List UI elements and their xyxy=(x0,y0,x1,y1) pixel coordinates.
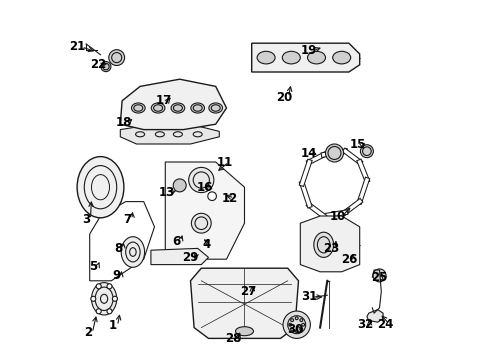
Ellipse shape xyxy=(151,103,164,113)
Polygon shape xyxy=(151,248,208,265)
Circle shape xyxy=(96,284,101,289)
Text: 17: 17 xyxy=(155,94,171,107)
Polygon shape xyxy=(165,162,244,259)
Text: 6: 6 xyxy=(172,235,180,248)
Circle shape xyxy=(290,328,293,331)
Polygon shape xyxy=(89,202,154,281)
Text: 24: 24 xyxy=(376,318,392,330)
Ellipse shape xyxy=(131,103,145,113)
Circle shape xyxy=(325,144,343,162)
Polygon shape xyxy=(120,79,226,130)
Circle shape xyxy=(96,309,101,314)
Text: 21: 21 xyxy=(69,40,85,53)
Polygon shape xyxy=(366,310,382,322)
Text: 5: 5 xyxy=(89,260,97,273)
Text: 4: 4 xyxy=(202,238,210,251)
Text: 32: 32 xyxy=(356,318,372,330)
Text: 22: 22 xyxy=(90,58,106,71)
Polygon shape xyxy=(300,216,359,272)
Text: 8: 8 xyxy=(114,242,122,255)
Ellipse shape xyxy=(235,327,253,336)
Text: 10: 10 xyxy=(329,210,346,222)
Text: 20: 20 xyxy=(275,91,292,104)
Ellipse shape xyxy=(190,103,204,113)
Text: 25: 25 xyxy=(370,271,387,284)
Circle shape xyxy=(108,50,124,66)
Text: 1: 1 xyxy=(109,319,117,332)
Text: 27: 27 xyxy=(240,285,256,298)
Polygon shape xyxy=(190,268,298,338)
Circle shape xyxy=(360,145,373,158)
Circle shape xyxy=(91,296,96,301)
Ellipse shape xyxy=(171,103,184,113)
Text: 12: 12 xyxy=(222,192,238,204)
Circle shape xyxy=(288,323,291,326)
Text: 23: 23 xyxy=(322,242,338,255)
Circle shape xyxy=(101,62,111,72)
Ellipse shape xyxy=(77,157,123,218)
Ellipse shape xyxy=(307,51,325,64)
Text: 9: 9 xyxy=(112,269,121,282)
Circle shape xyxy=(290,319,293,321)
Text: 13: 13 xyxy=(159,186,175,199)
Circle shape xyxy=(295,330,298,333)
Text: 26: 26 xyxy=(340,253,356,266)
Ellipse shape xyxy=(332,51,350,64)
Ellipse shape xyxy=(188,167,213,193)
Circle shape xyxy=(301,323,304,326)
Circle shape xyxy=(295,317,298,320)
Circle shape xyxy=(112,296,117,301)
Circle shape xyxy=(107,309,112,314)
Text: 16: 16 xyxy=(196,181,213,194)
Polygon shape xyxy=(120,124,219,144)
Circle shape xyxy=(207,192,216,201)
Ellipse shape xyxy=(191,213,211,233)
Circle shape xyxy=(173,179,186,192)
Ellipse shape xyxy=(313,232,333,257)
Text: 2: 2 xyxy=(83,327,92,339)
Text: 31: 31 xyxy=(301,291,317,303)
Ellipse shape xyxy=(257,51,275,64)
Circle shape xyxy=(372,269,385,282)
Text: 29: 29 xyxy=(182,251,198,264)
Text: 28: 28 xyxy=(225,332,242,345)
Circle shape xyxy=(283,311,310,338)
Circle shape xyxy=(299,328,302,331)
Ellipse shape xyxy=(208,103,222,113)
Text: 7: 7 xyxy=(123,213,131,226)
Circle shape xyxy=(346,248,358,260)
Ellipse shape xyxy=(121,237,144,267)
Text: 19: 19 xyxy=(301,44,317,57)
Text: 18: 18 xyxy=(116,116,132,129)
Text: 30: 30 xyxy=(286,323,303,336)
Circle shape xyxy=(107,284,112,289)
Text: 11: 11 xyxy=(216,156,232,168)
Ellipse shape xyxy=(91,283,117,315)
Polygon shape xyxy=(371,270,381,313)
Text: 3: 3 xyxy=(82,213,90,226)
Polygon shape xyxy=(251,43,359,72)
Ellipse shape xyxy=(282,51,300,64)
Text: 15: 15 xyxy=(349,138,366,150)
Circle shape xyxy=(299,319,302,321)
Text: 14: 14 xyxy=(301,147,317,159)
